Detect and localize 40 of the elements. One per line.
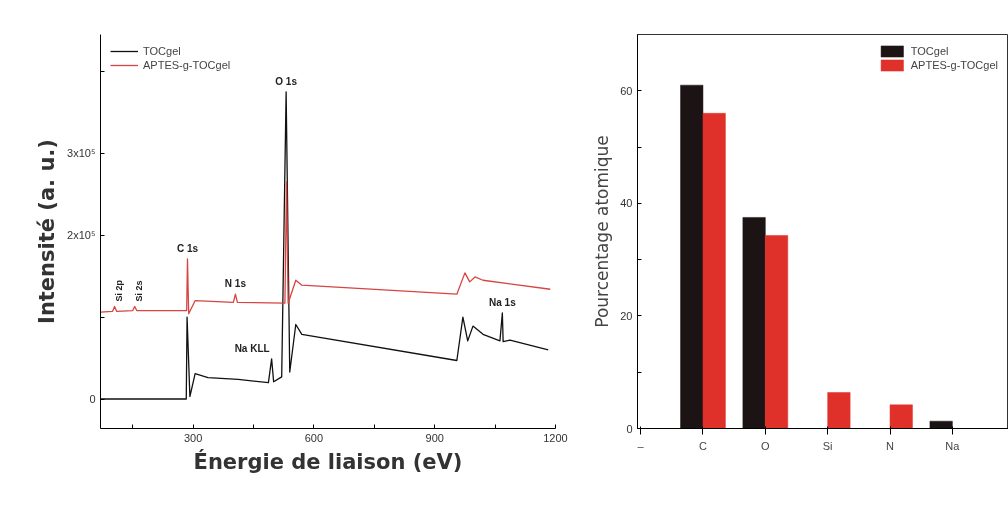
annotation: O 1s bbox=[275, 75, 298, 87]
annotation: Na 1s bbox=[489, 297, 517, 308]
legend-label: TOCgel bbox=[910, 45, 949, 57]
x-tick-label: N bbox=[886, 439, 895, 452]
bar bbox=[765, 235, 789, 429]
y-tick-label: 0 bbox=[626, 422, 633, 435]
y-tick-label: 3x10⁵ bbox=[67, 147, 96, 160]
y-tick-label: 0 bbox=[89, 393, 96, 406]
legend-label: TOCgel bbox=[143, 45, 181, 57]
bar bbox=[702, 113, 726, 429]
y-axis-title: Pourcentage atomique bbox=[592, 135, 613, 328]
x-tick-label: 900 bbox=[425, 431, 444, 444]
bar bbox=[929, 420, 953, 429]
y-tick-label: 2x10⁵ bbox=[67, 229, 96, 242]
annotation: Si 2p bbox=[113, 279, 124, 302]
annotation: C 1s bbox=[176, 242, 199, 254]
legend-label: APTES-g-TOCgel bbox=[143, 59, 231, 71]
annotation: N 1s bbox=[224, 278, 247, 290]
x-tick-label: 300 bbox=[183, 431, 203, 444]
bar bbox=[827, 392, 851, 429]
y-tick-label: 20 bbox=[620, 309, 633, 322]
x-tick-label: 1200 bbox=[543, 431, 568, 444]
line-series bbox=[100, 91, 549, 400]
bar bbox=[680, 84, 704, 429]
bar bbox=[889, 404, 913, 429]
y-tick-label: 40 bbox=[620, 197, 633, 210]
x-tick-label: 600 bbox=[304, 431, 324, 444]
x-tick-label: Na bbox=[945, 439, 961, 452]
annotation: Si 2s bbox=[133, 280, 144, 302]
annotation: Na KLL bbox=[234, 342, 270, 354]
line-series bbox=[100, 181, 551, 315]
x-axis-title: Énergie de liaison (eV) bbox=[193, 448, 463, 474]
x-tick-label: C bbox=[699, 439, 707, 452]
y-axis-title: Intensité (a. u.) bbox=[35, 139, 60, 324]
bar bbox=[742, 217, 766, 429]
x-tick-label: – bbox=[637, 439, 645, 452]
x-tick-label: Si bbox=[822, 439, 833, 452]
y-tick-label: 60 bbox=[620, 84, 633, 97]
legend-label: APTES-g-TOCgel bbox=[910, 59, 998, 71]
x-tick-label: O bbox=[761, 439, 771, 452]
